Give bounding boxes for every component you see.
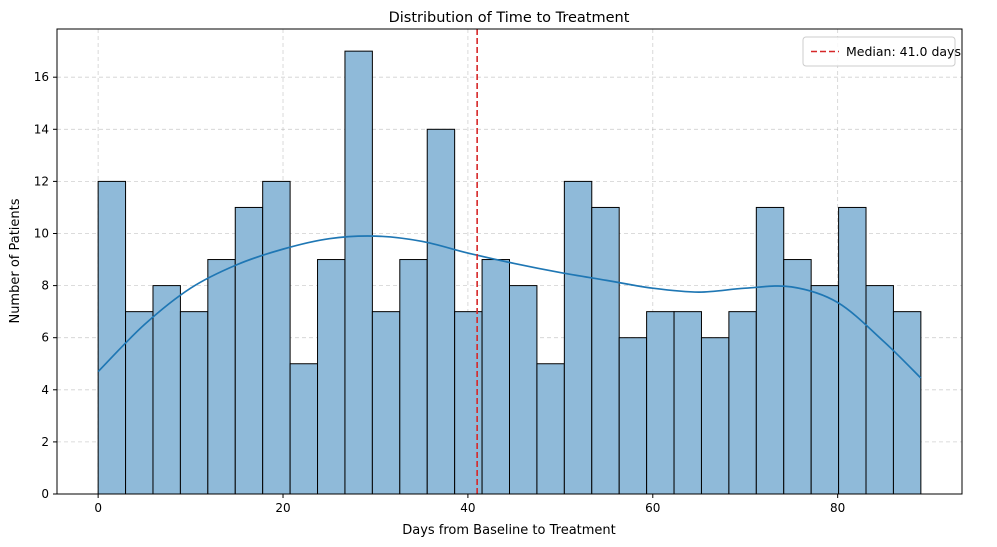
histogram-bar	[426, 128, 456, 495]
x-tick-label: 60	[645, 501, 660, 515]
histogram-bar	[591, 206, 620, 495]
y-tick-label: 2	[41, 435, 49, 449]
x-tick-label: 40	[460, 501, 475, 515]
histogram-bar	[97, 180, 127, 495]
histogram-bars	[97, 50, 922, 495]
y-axis-label: Number of Patients	[8, 198, 23, 323]
legend-median-label: Median: 41.0 days	[846, 44, 961, 59]
histogram-bar	[481, 259, 510, 495]
histogram-bar	[509, 285, 538, 495]
histogram-bar	[892, 311, 922, 495]
plot-frame	[56, 28, 963, 495]
histogram-bar	[618, 337, 648, 495]
histogram-bar	[399, 259, 428, 495]
histogram-bar	[317, 259, 346, 495]
histogram-bar	[673, 311, 702, 495]
histogram-bar	[125, 311, 154, 495]
histogram-bar	[755, 206, 785, 495]
histogram-bar	[371, 311, 401, 495]
legend: Median: 41.0 days	[802, 36, 961, 67]
histogram-bar	[700, 337, 730, 495]
histogram-bar	[454, 311, 483, 495]
y-tick-label: 10	[34, 226, 49, 240]
histogram-bar	[152, 285, 181, 495]
y-tick-label: 14	[34, 122, 49, 136]
histogram-bar	[344, 50, 373, 495]
chart-title: Distribution of Time to Treatment	[389, 10, 630, 26]
histogram-bar	[728, 311, 757, 495]
histogram-bar	[207, 259, 236, 495]
legend-box	[802, 36, 956, 67]
histogram-bar	[783, 259, 812, 495]
y-tick-label: 6	[41, 331, 49, 345]
y-tick-label: 12	[34, 174, 49, 188]
histogram-bar	[234, 206, 264, 495]
histogram-bar	[536, 363, 565, 495]
histogram-bar	[865, 285, 894, 495]
x-tick-label: 0	[94, 501, 102, 515]
y-tick-label: 8	[41, 279, 49, 293]
histogram-bar	[810, 285, 840, 495]
histogram-bar	[838, 206, 867, 495]
histogram-bar	[262, 180, 291, 495]
histogram-bar	[563, 180, 593, 495]
histogram-bar	[646, 311, 675, 495]
histogram-bar	[179, 311, 209, 495]
x-axis-label: Days from Baseline to Treatment	[402, 523, 616, 538]
x-tick-label: 20	[275, 501, 290, 515]
kde-curve	[97, 235, 922, 379]
y-tick-label: 4	[41, 383, 49, 397]
x-tick-label: 80	[830, 501, 845, 515]
y-tick-label: 0	[41, 487, 49, 501]
axis-ticks: 0 20 40 60 80 0 2 4 6 8 10 12 14 16	[34, 70, 846, 515]
y-tick-label: 16	[34, 70, 49, 84]
overlay-lines	[97, 29, 922, 494]
histogram-bar	[289, 363, 319, 495]
